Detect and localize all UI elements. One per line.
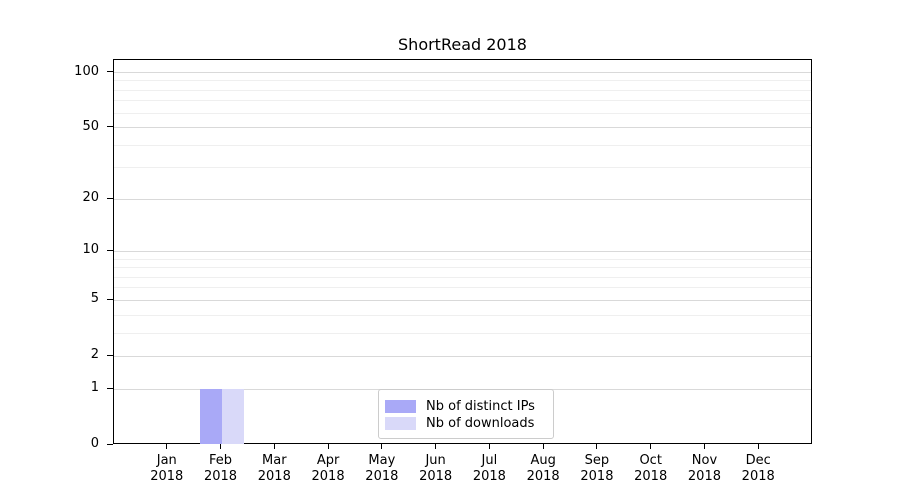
y-tick-label-1: 1: [90, 380, 99, 396]
gridline-minor-y40: [114, 144, 811, 146]
chart-title: ShortRead 2018: [398, 35, 527, 54]
gridline-minor-y7: [114, 276, 811, 278]
legend: Nb of distinct IPs Nb of downloads: [378, 389, 554, 439]
y-tick-label-0: 0: [90, 436, 99, 451]
legend-entry-downloads: Nb of downloads: [385, 415, 545, 432]
gridline-major-y5: [114, 299, 811, 301]
x-tick-month-feb: Feb: [209, 453, 233, 468]
x-tick-month-jul: Jul: [481, 453, 498, 468]
gridline-minor-y30: [114, 167, 811, 169]
y-tick-label-100: 100: [74, 63, 99, 79]
x-tick-month-sep: Sep: [584, 453, 610, 468]
y-tick-label-5: 5: [90, 291, 99, 307]
x-tick-year-dec: 2018: [741, 469, 775, 484]
gridline-major-y100: [114, 72, 811, 74]
x-tick-jan: [166, 444, 168, 449]
y-tick-20: [107, 197, 113, 199]
x-tick-dec: [757, 444, 759, 449]
plot-area: [113, 59, 812, 444]
y-tick-label-10: 10: [82, 242, 99, 258]
x-tick-label-nov: Nov 2018: [676, 453, 732, 485]
x-tick-label-feb: Feb 2018: [193, 453, 249, 485]
x-tick-month-may: May: [368, 453, 396, 468]
y-tick-2: [107, 354, 113, 356]
gridline-minor-y90: [114, 80, 811, 82]
gridline-major-y20: [114, 198, 811, 200]
gridline-minor-y9: [114, 258, 811, 260]
y-tick-100: [107, 71, 113, 73]
x-tick-year-sep: 2018: [580, 469, 614, 484]
x-tick-nov: [703, 444, 705, 449]
y-tick-0: [107, 443, 113, 445]
x-tick-label-aug: Aug 2018: [515, 453, 571, 485]
x-tick-year-feb: 2018: [203, 469, 238, 484]
x-tick-year-aug: 2018: [526, 469, 560, 484]
x-tick-month-nov: Nov: [691, 453, 718, 468]
gridline-major-y2: [114, 355, 811, 357]
y-tick-1: [107, 387, 113, 389]
x-tick-jun: [435, 444, 437, 449]
x-tick-month-apr: Apr: [316, 453, 340, 468]
legend-label-downloads: Nb of downloads: [426, 416, 535, 431]
legend-swatch-downloads-icon: [385, 417, 416, 430]
x-tick-year-jan: 2018: [150, 469, 184, 484]
legend-entry-distinct-ips: Nb of distinct IPs: [385, 398, 545, 415]
x-tick-label-jun: Jun 2018: [408, 453, 464, 485]
x-tick-label-may: May 2018: [354, 453, 410, 485]
x-tick-year-oct: 2018: [634, 469, 668, 484]
gridline-minor-y4: [114, 314, 811, 316]
gridline-minor-y60: [114, 112, 811, 114]
x-tick-month-dec: Dec: [745, 453, 771, 468]
x-tick-month-jan: Jan: [156, 453, 177, 468]
y-tick-50: [107, 126, 113, 128]
x-tick-year-jul: 2018: [472, 469, 506, 484]
x-tick-mar: [273, 444, 275, 449]
gridline-minor-y80: [114, 89, 811, 91]
bar-distinct-ips-feb: [199, 389, 222, 444]
x-tick-label-jan: Jan 2018: [139, 453, 195, 485]
x-tick-label-sep: Sep 2018: [569, 453, 625, 485]
y-tick-label-20: 20: [82, 190, 99, 206]
x-tick-year-apr: 2018: [311, 469, 345, 484]
x-tick-year-may: 2018: [365, 469, 399, 484]
gridline-minor-y6: [114, 287, 811, 289]
x-tick-month-aug: Aug: [530, 453, 556, 468]
x-tick-label-apr: Apr 2018: [300, 453, 356, 485]
x-tick-oct: [650, 444, 652, 449]
gridline-major-y50: [114, 127, 811, 129]
x-tick-jul: [488, 444, 490, 449]
x-tick-year-nov: 2018: [687, 469, 721, 484]
gridline-minor-y8: [114, 267, 811, 269]
x-tick-feb: [220, 444, 222, 449]
y-tick-label-2: 2: [90, 347, 99, 363]
x-tick-label-dec: Dec 2018: [730, 453, 786, 485]
x-tick-label-oct: Oct 2018: [623, 453, 679, 485]
gridline-minor-y3: [114, 332, 811, 334]
x-tick-month-mar: Mar: [262, 453, 287, 468]
x-tick-aug: [542, 444, 544, 449]
x-tick-label-mar: Mar 2018: [246, 453, 302, 485]
y-tick-5: [107, 298, 113, 300]
x-tick-month-oct: Oct: [639, 453, 662, 468]
gridline-major-y10: [114, 250, 811, 252]
gridline-minor-y70: [114, 100, 811, 102]
x-tick-apr: [327, 444, 329, 449]
y-tick-label-50: 50: [82, 118, 99, 134]
x-tick-sep: [596, 444, 598, 449]
x-tick-may: [381, 444, 383, 449]
x-tick-label-jul: Jul 2018: [461, 453, 517, 485]
bar-downloads-feb: [221, 389, 244, 444]
legend-swatch-distinct-ips-icon: [385, 400, 416, 413]
legend-label-distinct-ips: Nb of distinct IPs: [426, 399, 535, 414]
x-tick-year-mar: 2018: [257, 469, 291, 484]
y-tick-10: [107, 249, 113, 251]
x-tick-month-jun: Jun: [425, 453, 446, 468]
x-tick-year-jun: 2018: [419, 469, 453, 484]
